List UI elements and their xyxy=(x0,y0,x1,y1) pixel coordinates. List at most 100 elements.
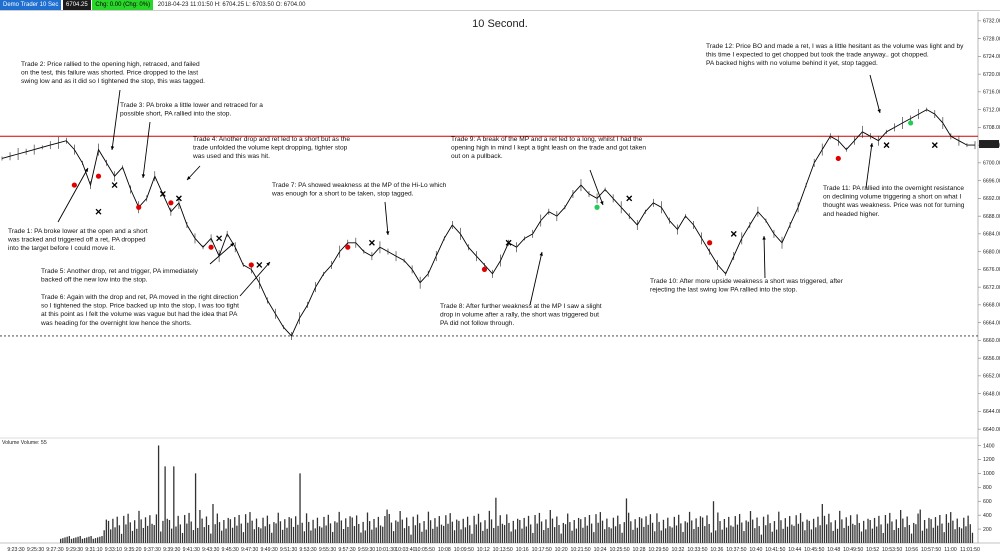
volume-tick-label: 1400 xyxy=(983,443,995,449)
volume-bar xyxy=(347,526,349,543)
volume-bar xyxy=(634,519,636,543)
trade-entry-marker xyxy=(594,204,600,210)
trade-note-line: was used and this was hit. xyxy=(192,153,270,160)
volume-bar xyxy=(190,521,192,543)
volume-bar xyxy=(865,529,867,543)
volume-tick-label: 200 xyxy=(983,527,992,533)
trade-arrow-head xyxy=(877,109,881,113)
trade-note-line: Trade 2: Price rallied to the opening hi… xyxy=(21,61,200,68)
volume-bar xyxy=(934,517,937,543)
volume-bar xyxy=(125,524,127,543)
volume-bar xyxy=(806,519,808,543)
trade-note-line: opening high in mind I kept a tight leas… xyxy=(451,145,646,152)
volume-bar xyxy=(580,519,582,543)
volume-bar xyxy=(406,517,408,543)
volume-bar xyxy=(136,528,138,543)
volume-bar xyxy=(131,530,134,543)
volume-bar xyxy=(793,525,795,543)
volume-bar xyxy=(255,518,258,543)
volume-bar xyxy=(199,509,201,543)
trade-arrow xyxy=(589,169,604,206)
volume-bar xyxy=(473,515,475,543)
trade-arrow-head xyxy=(266,262,270,266)
trade-note-line: on declining volume triggering a short o… xyxy=(823,194,961,201)
volume-bar xyxy=(464,527,467,543)
volume-bar xyxy=(902,518,904,543)
trade-exit-marker xyxy=(216,235,223,242)
volume-tick-label: 1000 xyxy=(983,471,995,477)
volume-bar xyxy=(360,532,362,543)
time-tick-label: 10:01:30 xyxy=(376,547,396,553)
volume-bar xyxy=(268,524,271,543)
volume-bar xyxy=(810,529,813,543)
volume-bar xyxy=(133,520,136,543)
volume-bar xyxy=(660,530,662,543)
account-label[interactable]: Demo Trader 10 Sec xyxy=(0,0,62,10)
time-tick-label: 10:53:50 xyxy=(882,547,902,553)
time-tick-label: 9:51:30 xyxy=(280,547,297,553)
time-tick-label: 10:24 xyxy=(594,547,607,553)
volume-bar xyxy=(691,520,693,543)
volume-bar xyxy=(414,525,417,543)
volume-bar xyxy=(886,523,889,543)
volume-bar xyxy=(780,520,782,543)
volume-tick-label: 400 xyxy=(983,513,992,519)
volume-bar xyxy=(906,516,908,543)
volume-bar xyxy=(140,519,142,543)
volume-bar xyxy=(908,525,911,543)
trade-note-10: Trade 10: After more upside weakness a s… xyxy=(650,235,844,294)
trade-entry-marker xyxy=(908,120,914,126)
volume-bar xyxy=(227,517,229,543)
volume-bar xyxy=(277,512,279,543)
volume-bar xyxy=(958,527,961,543)
volume-bar xyxy=(832,530,834,543)
volume-bar xyxy=(760,534,763,543)
trade-note-line: Trade 1: PA broke lower at the open and … xyxy=(8,228,148,235)
volume-bar xyxy=(340,520,343,543)
volume-bar xyxy=(403,528,406,543)
volume-bar xyxy=(60,538,62,543)
volume-bar xyxy=(103,530,105,543)
volume-bar xyxy=(719,521,721,543)
trade-note-line: out on a pullback. xyxy=(451,153,503,160)
trade-note-line: Trade 10: After more upside weakness a s… xyxy=(650,278,844,285)
volume-bar xyxy=(314,528,316,543)
volume-bar xyxy=(203,527,205,543)
price-tick-label: 6700.00 xyxy=(983,161,1000,167)
volume-tick-label: 600 xyxy=(983,499,992,505)
time-tick-label: 10:29:50 xyxy=(648,547,668,553)
volume-bar xyxy=(808,520,810,543)
volume-bar xyxy=(767,514,769,543)
volume-bar xyxy=(678,514,680,543)
trade-note-line: Trade 5: Another drop, ret and trigger, … xyxy=(41,268,199,275)
volume-bar xyxy=(325,525,327,543)
volume-bar xyxy=(680,523,682,543)
volume-bar xyxy=(238,514,240,543)
time-tick-label: 9:25:30 xyxy=(27,547,44,553)
trade-note-line: and headed higher. xyxy=(823,211,880,218)
trade-note-line: possible short, PA rallied into the stop… xyxy=(120,111,231,118)
current-price-label: 6704.25 xyxy=(981,142,1000,148)
volume-bar xyxy=(425,529,427,543)
volume-bar xyxy=(388,513,390,543)
volume-bar xyxy=(736,524,739,543)
volume-bar xyxy=(667,517,669,543)
volume-bar xyxy=(231,527,234,543)
volume-bar xyxy=(717,512,719,543)
volume-bar xyxy=(693,528,695,543)
volume-bar xyxy=(92,538,94,543)
trade-note-line: Trade 4: Another drop and ret led to a s… xyxy=(193,136,350,143)
volume-bar xyxy=(773,521,776,543)
time-tick-label: 9:57:30 xyxy=(338,547,355,553)
time-tick-label: 10:09:50 xyxy=(454,547,474,553)
volume-bar xyxy=(632,529,634,543)
trade-note-1: Trade 1: PA broke lower at the open and … xyxy=(7,167,148,252)
trade-arrow-head xyxy=(762,236,766,240)
volume-bar xyxy=(221,530,223,543)
volume-bar xyxy=(129,522,131,543)
volume-bar xyxy=(712,501,715,543)
volume-bar xyxy=(223,520,225,543)
volume-bar xyxy=(271,532,273,543)
volume-bar xyxy=(939,514,941,543)
